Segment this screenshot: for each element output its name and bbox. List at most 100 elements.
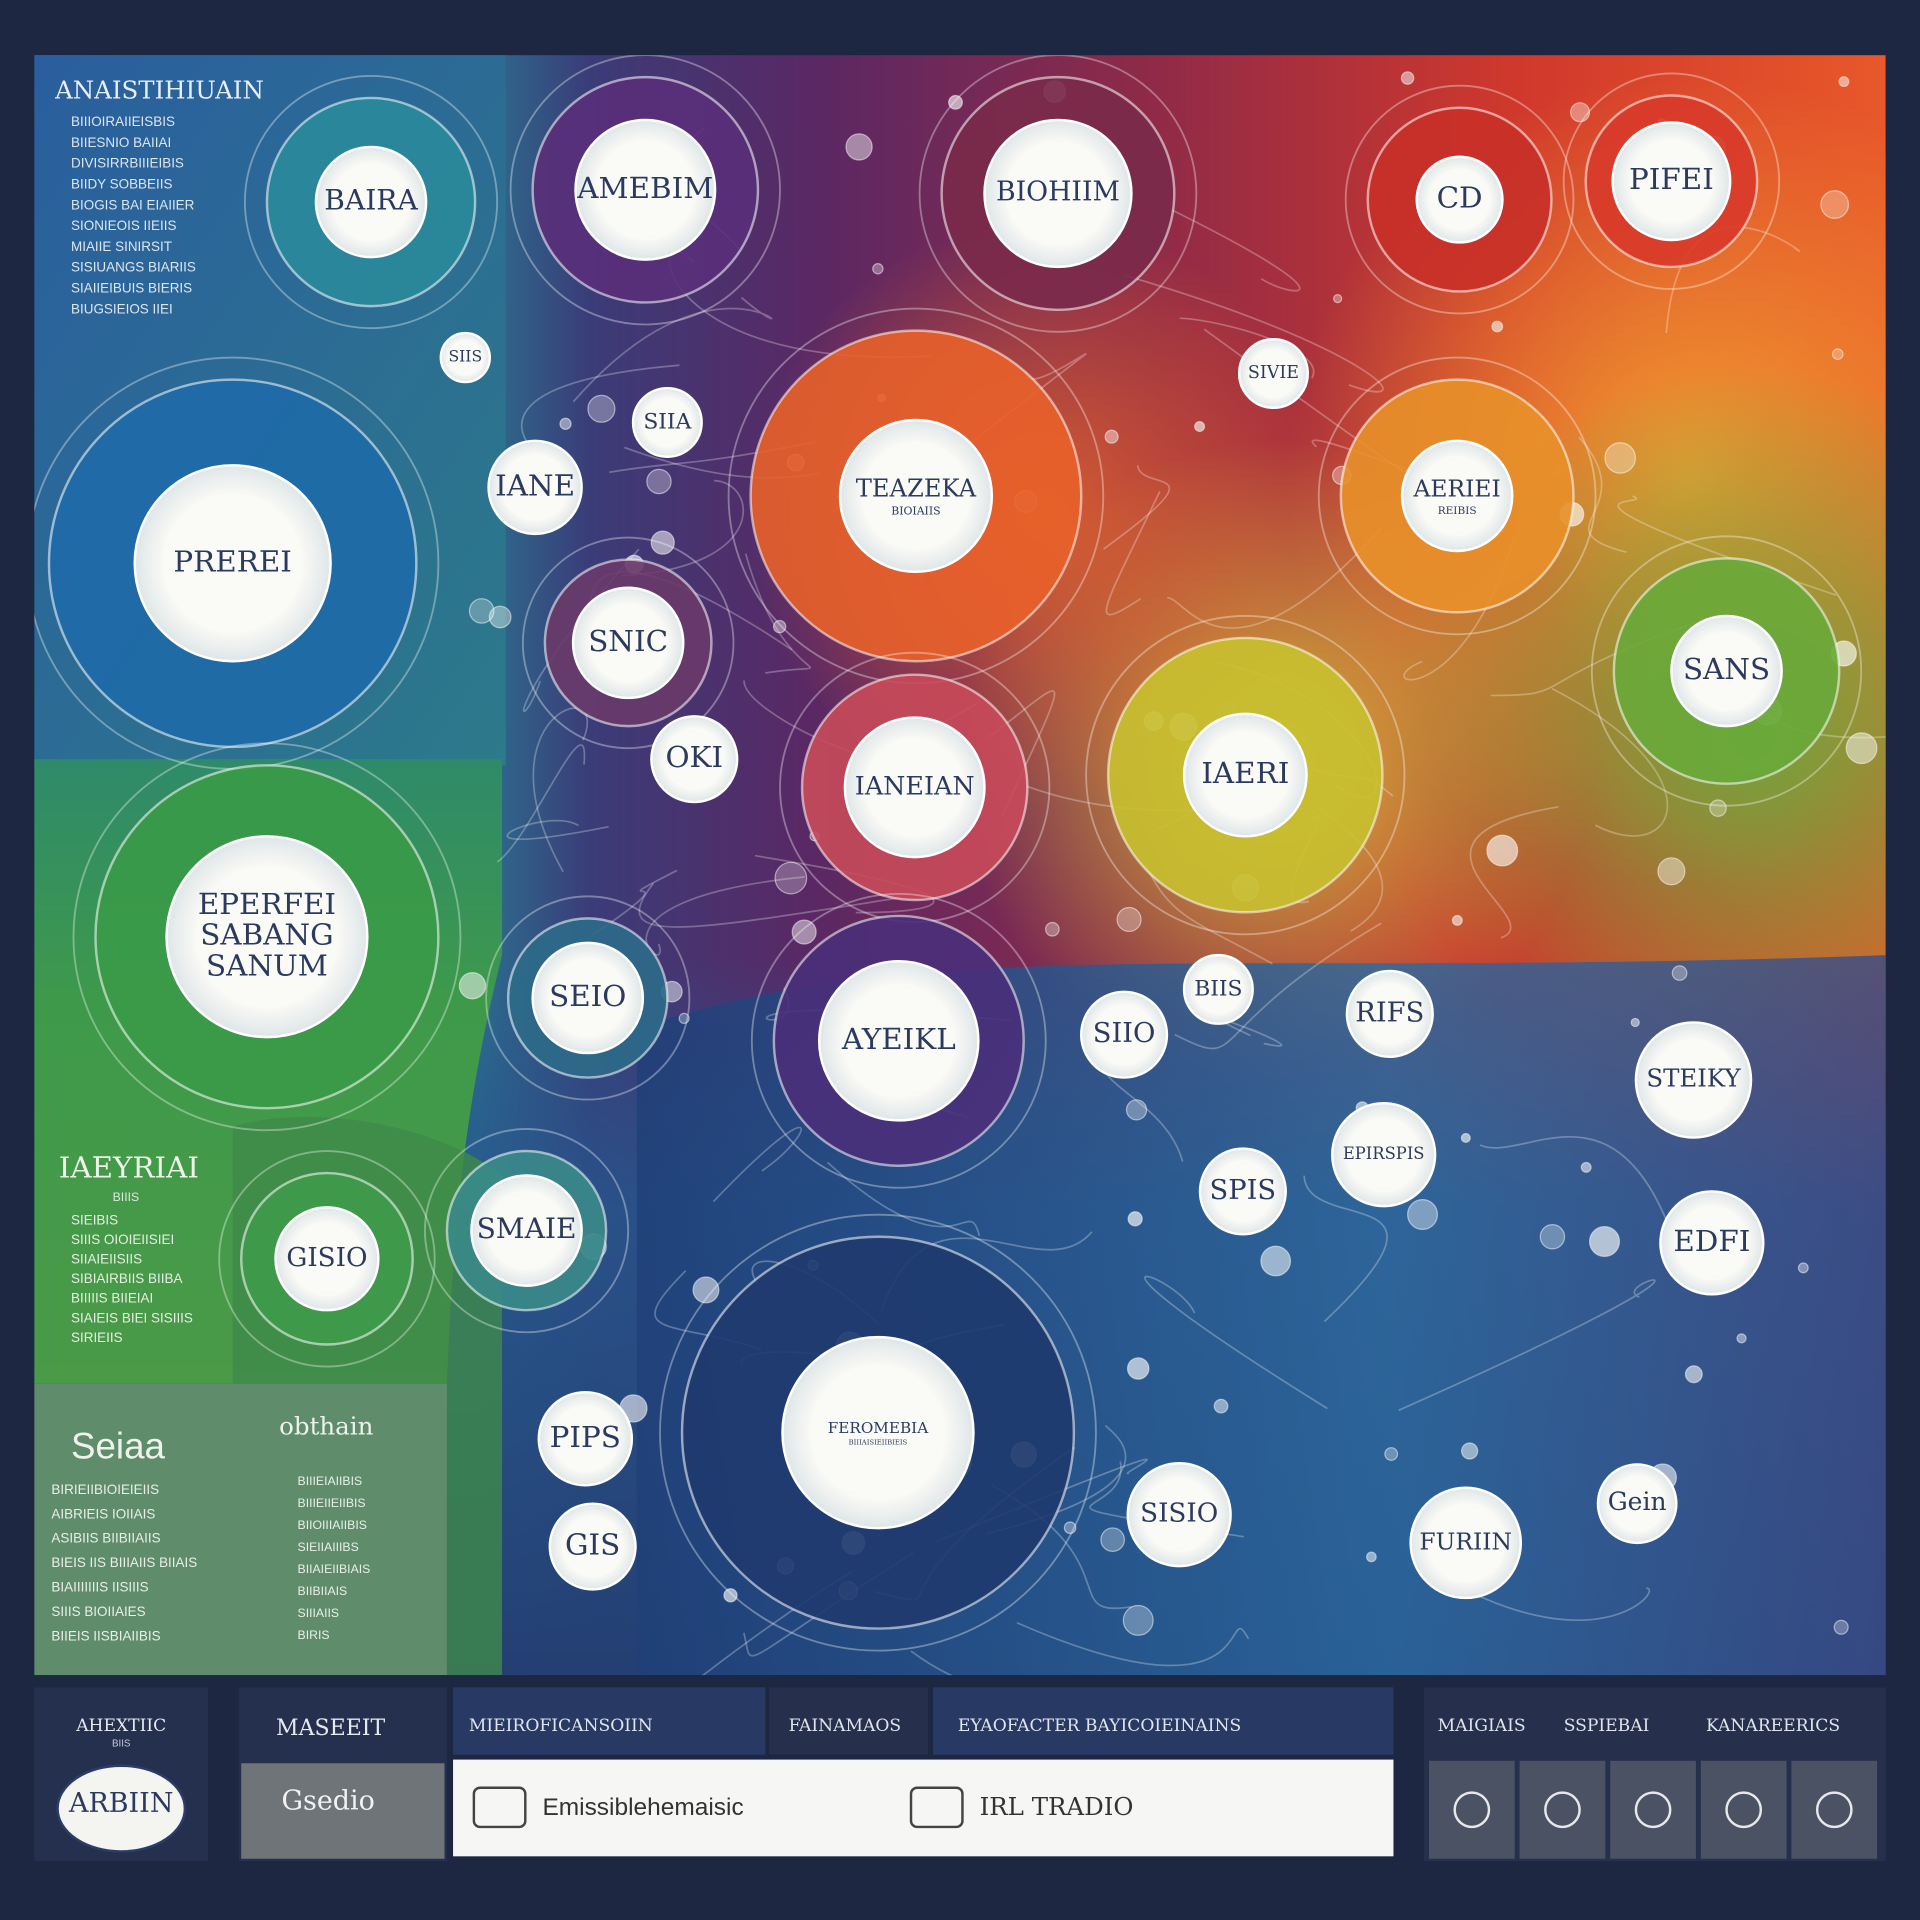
tool-button[interactable] xyxy=(1519,1760,1606,1859)
tool-button[interactable] xyxy=(1791,1760,1878,1859)
flow-line xyxy=(496,744,586,863)
node-ring xyxy=(659,1213,1097,1652)
legend-item: SIIIAIIS xyxy=(298,1606,339,1620)
node[interactable]: SIIO xyxy=(1080,990,1169,1079)
node-bubble xyxy=(274,1206,380,1312)
node[interactable]: AMEBIM xyxy=(509,55,781,326)
side-note-item: SIEIBIS xyxy=(71,1212,118,1227)
flow-line xyxy=(1016,1621,1250,1667)
card-body xyxy=(241,1763,445,1859)
text-layer: ANAISTIHIUAIN BIIIOIRAIIEISBIS BIIESNIO BA… xyxy=(51,75,373,1643)
flow-line xyxy=(592,869,678,936)
node-label: SABANG xyxy=(200,918,333,952)
node[interactable]: SMAIE xyxy=(423,1128,630,1334)
flow-line xyxy=(1469,805,1559,939)
node[interactable]: SPIS xyxy=(1198,1147,1287,1236)
node[interactable]: SIIA xyxy=(631,386,703,458)
flow-line xyxy=(826,1161,981,1237)
header-item: BIIESNIO BAIIAI xyxy=(71,135,171,150)
legend-item: BIIBIIAIS xyxy=(298,1584,348,1598)
node[interactable]: IANEIAN xyxy=(779,651,1051,923)
bubble xyxy=(872,263,884,275)
node[interactable]: IAERI xyxy=(1085,615,1406,936)
node-label: BIOIAIIS xyxy=(891,505,940,518)
node[interactable]: SIIS xyxy=(439,331,492,384)
node[interactable]: AYEIKL xyxy=(750,892,1047,1189)
bubble xyxy=(1657,857,1686,886)
node[interactable]: AERIEI REIBIS xyxy=(1317,356,1597,636)
bubble xyxy=(646,468,672,495)
node[interactable]: SIVIE xyxy=(1237,337,1309,409)
node[interactable]: BIIS xyxy=(1182,953,1254,1025)
search-button[interactable]: IRL TRADIO xyxy=(980,1792,1134,1821)
node-bubble xyxy=(1611,121,1732,242)
flow-line xyxy=(1122,274,1384,393)
flow-line xyxy=(1179,317,1315,379)
node-bubble xyxy=(487,439,583,536)
node[interactable]: EDFI xyxy=(1659,1190,1765,1296)
legend-item: BIIOIIIAIIBIS xyxy=(298,1518,367,1532)
node-label: AYEIKL xyxy=(841,1022,956,1056)
node[interactable]: Gein xyxy=(1596,1463,1678,1545)
bubble xyxy=(678,1012,690,1024)
node[interactable]: BIOHIIM xyxy=(918,55,1198,333)
node-label: EDFI xyxy=(1673,1224,1750,1258)
node-bubble xyxy=(1400,439,1514,553)
node[interactable]: RIFS xyxy=(1345,969,1434,1058)
legend-item: AIBRIEIS IOIIAIS xyxy=(51,1506,155,1521)
card-subtitle: BIIS xyxy=(112,1738,131,1749)
side-note-item: SIIIS OIOIEIISIEI xyxy=(71,1232,174,1247)
flow-line xyxy=(1103,465,1171,550)
node-bubble xyxy=(1659,1190,1765,1296)
node-label: SANUM xyxy=(206,949,328,983)
node[interactable]: EPIRSPIS xyxy=(1331,1102,1437,1208)
node[interactable]: OKI xyxy=(650,715,739,804)
node[interactable]: CD xyxy=(1344,84,1575,315)
footer-tab-label[interactable]: MIEIROFICANSOIIN xyxy=(469,1716,653,1736)
bubble xyxy=(559,417,572,430)
node[interactable]: GISIO xyxy=(218,1150,436,1368)
tool-button[interactable] xyxy=(1428,1760,1515,1859)
node-bubble xyxy=(1345,969,1434,1058)
bubble xyxy=(1569,102,1591,123)
card-label[interactable]: ARBIIN xyxy=(68,1788,173,1819)
node-bubble xyxy=(1182,953,1254,1025)
node[interactable]: SEIO xyxy=(485,895,691,1101)
footer-tab-label[interactable]: FAINAMAOS xyxy=(789,1716,902,1736)
flow-line xyxy=(622,479,744,577)
tool-button[interactable] xyxy=(1700,1760,1787,1859)
node-label: SISIO xyxy=(1140,1499,1218,1529)
node-bubble xyxy=(838,418,994,574)
card-label[interactable]: Gsedio xyxy=(282,1785,375,1816)
node[interactable]: SANS xyxy=(1590,535,1863,807)
node[interactable]: IANE xyxy=(487,439,583,536)
node[interactable]: FEROMEBIA BIIIAISIEIIBIEIS xyxy=(659,1213,1097,1652)
bubble xyxy=(1400,71,1415,85)
node[interactable]: GIS xyxy=(548,1502,637,1591)
footer-bar: AHEXTIIC BIIS ARBIIN MASEEIT Gsedio MIEIROFIC… xyxy=(34,1687,1886,1862)
search-field[interactable] xyxy=(453,1759,1394,1857)
node[interactable]: PIFEI xyxy=(1562,72,1781,290)
node[interactable]: STEIKY xyxy=(1634,1021,1753,1139)
node[interactable]: SNIC xyxy=(521,536,735,750)
tool-label[interactable]: SSPIEBAI xyxy=(1564,1716,1650,1736)
search-text[interactable]: Emissiblehemaisic xyxy=(542,1794,743,1821)
node[interactable]: PIPS xyxy=(537,1391,634,1487)
node-label: IANE xyxy=(495,468,575,502)
node-bubble xyxy=(314,145,428,259)
node-ring xyxy=(1562,72,1781,290)
node-label: IAERI xyxy=(1201,756,1289,790)
tool-button[interactable] xyxy=(1610,1760,1696,1859)
node[interactable]: TEAZEKA BIOIAIIS xyxy=(727,307,1105,685)
node-bubble xyxy=(843,716,986,859)
tool-label[interactable]: KANAREERICS xyxy=(1706,1716,1840,1736)
node[interactable]: BAIRA xyxy=(243,74,499,330)
legend-panel-bg xyxy=(34,1383,447,1676)
side-note-item: SIRIEIIS xyxy=(71,1330,123,1345)
node[interactable]: FURIIN xyxy=(1409,1486,1523,1600)
tool-label[interactable]: MAIGIAIS xyxy=(1438,1716,1526,1736)
node[interactable]: SISIO xyxy=(1126,1462,1232,1568)
footer-tab-label[interactable]: EYAOFACTER BAYICOIEINAINS xyxy=(958,1716,1241,1736)
search-button-icon[interactable] xyxy=(909,1786,964,1829)
